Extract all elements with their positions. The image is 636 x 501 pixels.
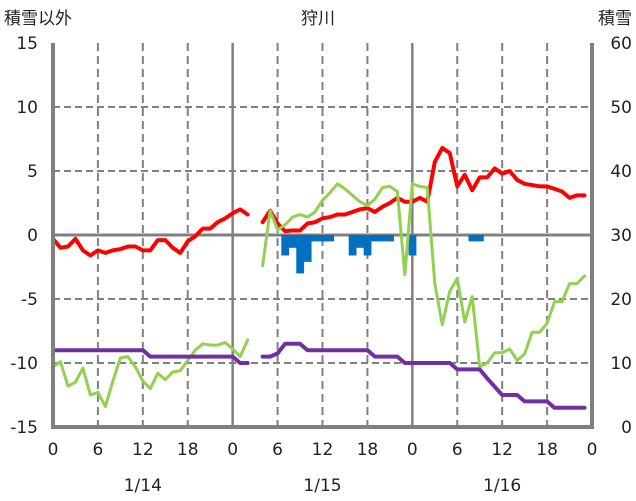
bar-blue xyxy=(296,235,305,274)
x-tick-label: 18 xyxy=(536,440,558,460)
date-label: 1/15 xyxy=(303,476,341,496)
bar-blue xyxy=(386,235,394,242)
bar-blue xyxy=(311,235,320,242)
bar-blue xyxy=(378,235,387,242)
x-tick-label: 12 xyxy=(312,440,334,460)
bar-blue xyxy=(356,235,364,248)
bar-blue xyxy=(288,235,297,248)
x-tick-label: 12 xyxy=(491,440,513,460)
right-tick-label: 60 xyxy=(610,34,632,54)
left-tick-label: 5 xyxy=(27,162,38,182)
x-tick-label: 18 xyxy=(177,440,199,460)
bar-blue xyxy=(303,235,312,262)
right-tick-label: 0 xyxy=(621,418,632,438)
line-red xyxy=(260,145,587,234)
right-tick-label: 50 xyxy=(610,98,632,118)
line-green xyxy=(261,182,587,369)
right-axis-title: 積雪 xyxy=(598,9,632,29)
left-axis-title: 積雪以外 xyxy=(4,9,72,29)
bar-blue xyxy=(468,235,477,242)
x-tick-label: 0 xyxy=(48,440,59,460)
bar-blue xyxy=(318,235,327,242)
right-tick-label: 10 xyxy=(610,354,632,374)
x-tick-label: 0 xyxy=(587,440,598,460)
bar-blue xyxy=(348,235,357,256)
left-tick-label: -10 xyxy=(10,354,38,374)
x-tick-label: 0 xyxy=(407,440,418,460)
bar-blue xyxy=(281,235,290,256)
x-tick-label: 6 xyxy=(452,440,463,460)
left-tick-label: -5 xyxy=(21,290,38,310)
line-purple xyxy=(51,348,250,365)
left-tick-label: 0 xyxy=(27,226,38,246)
x-tick-label: 0 xyxy=(227,440,238,460)
bar-blue xyxy=(408,235,417,256)
left-tick-label: -15 xyxy=(10,418,38,438)
right-tick-label: 20 xyxy=(610,290,632,310)
right-tick-label: 40 xyxy=(610,162,632,182)
line-red xyxy=(51,207,250,258)
bar-blue xyxy=(371,235,379,242)
line-series xyxy=(51,145,587,410)
x-tick-label: 12 xyxy=(132,440,154,460)
x-tick-label: 6 xyxy=(272,440,283,460)
line-green xyxy=(51,338,250,409)
bar-blue xyxy=(475,235,484,242)
bar-blue xyxy=(363,235,372,256)
x-tick-label: 6 xyxy=(93,440,104,460)
bar-blue xyxy=(326,235,335,242)
line-purple xyxy=(260,341,587,410)
axes xyxy=(51,43,594,429)
left-tick-label: 15 xyxy=(16,34,38,54)
bar-series xyxy=(281,235,484,274)
grid xyxy=(53,43,592,427)
right-tick-label: 30 xyxy=(610,226,632,246)
date-label: 1/16 xyxy=(483,476,521,496)
date-label: 1/14 xyxy=(124,476,162,496)
x-tick-label: 18 xyxy=(357,440,379,460)
chart-title: 狩川 xyxy=(301,9,335,29)
left-tick-label: 10 xyxy=(16,98,38,118)
